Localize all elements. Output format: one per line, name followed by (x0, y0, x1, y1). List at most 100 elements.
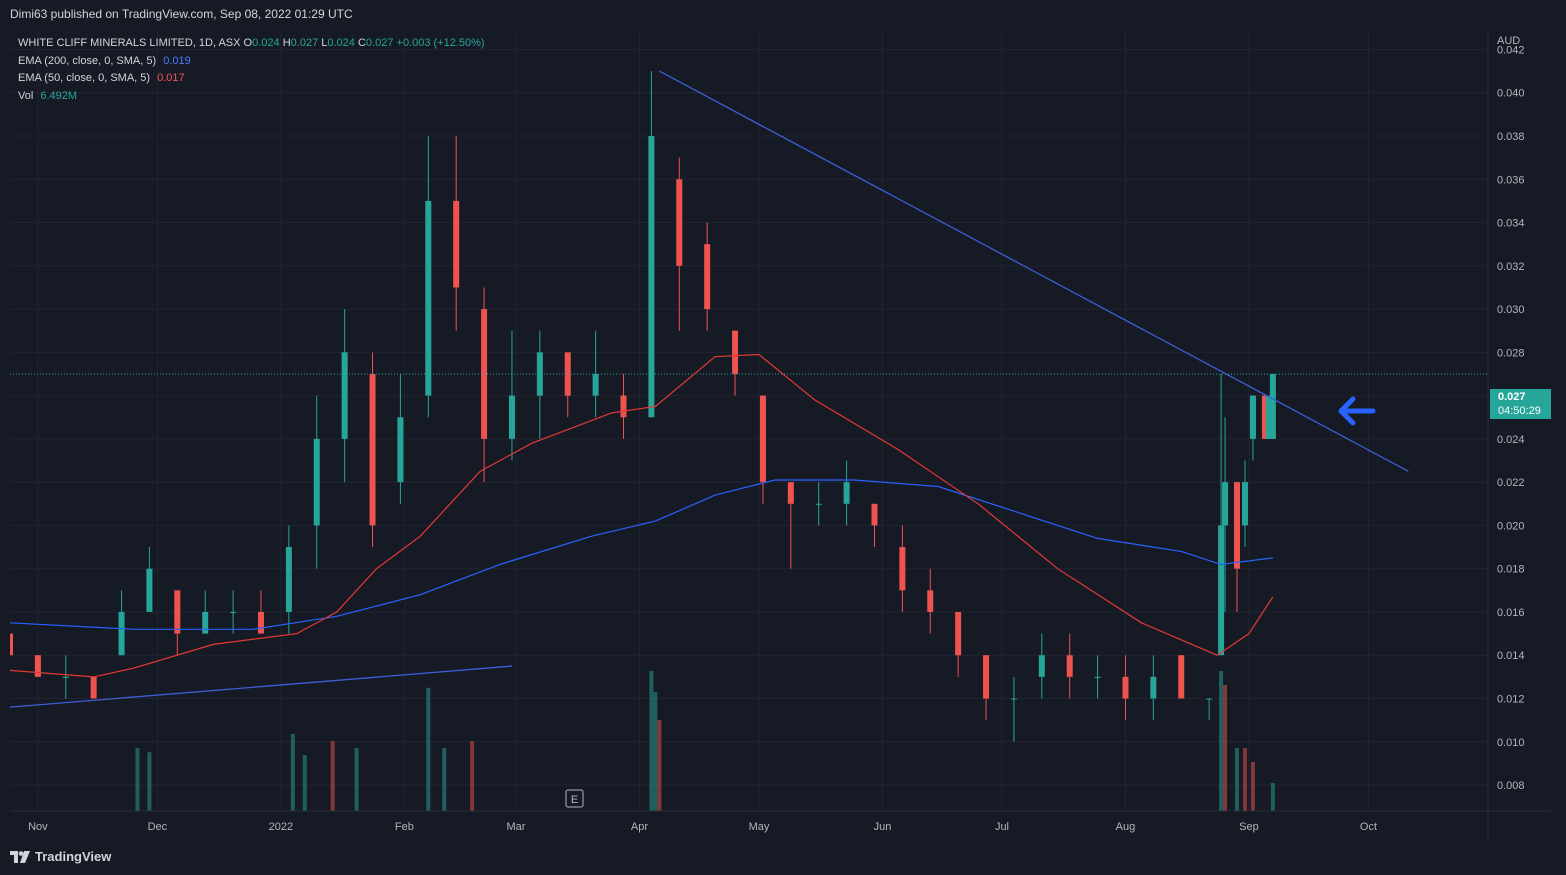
time-tick-label: May (749, 821, 770, 833)
ohlc-close: C0.027 (357, 37, 394, 49)
currency-label: AUD (1497, 35, 1520, 47)
price-tick-label: 0.038 (1497, 131, 1525, 143)
time-tick-label: Sep (1239, 821, 1259, 833)
candle-body (453, 200, 460, 288)
candle-body (1249, 395, 1256, 439)
ema50-value: 0.017 (157, 72, 185, 84)
price-tick-label: 0.012 (1497, 694, 1525, 706)
ema50-label: EMA (50, close, 0, SMA, 5) (18, 72, 151, 84)
volume-bar (147, 752, 152, 811)
candle-body (843, 482, 850, 504)
candle-body (397, 417, 404, 483)
candle-body (1234, 482, 1241, 569)
volume-bar (442, 748, 447, 811)
candle-body (1094, 676, 1101, 678)
ema200-line (9, 479, 1273, 630)
volume-bar (1235, 748, 1240, 811)
symbol-label: WHITE CLIFF MINERALS LIMITED, 1D, ASX (18, 37, 241, 49)
candle-body (536, 352, 543, 396)
price-tick-label: 0.034 (1497, 218, 1525, 230)
price-tick-label: 0.020 (1497, 520, 1525, 532)
time-tick-label: 2022 (269, 821, 293, 833)
candle-body (34, 655, 41, 677)
ema200-row[interactable]: EMA (200, close, 0, SMA, 5) 0.019 (18, 53, 485, 71)
candle-body (564, 352, 571, 396)
candle-body (648, 136, 655, 418)
candle-body (787, 482, 794, 504)
trendline (9, 665, 513, 708)
volume-bar (290, 734, 295, 811)
volume-bar (657, 720, 662, 811)
candle-body (62, 676, 69, 678)
price-tick-label: 0.032 (1497, 261, 1525, 273)
candle-body (592, 373, 599, 396)
tradingview-logo-icon (10, 850, 30, 863)
price-tick-label: 0.030 (1497, 304, 1525, 316)
price-tick-label: 0.040 (1497, 88, 1525, 100)
symbol-row[interactable]: WHITE CLIFF MINERALS LIMITED, 1D, ASX O0… (18, 35, 485, 53)
price-tick-label: 0.042 (1497, 44, 1525, 56)
candle-body (1010, 698, 1017, 700)
candle-body (118, 611, 125, 656)
volume-bar (1250, 762, 1255, 811)
price-tick-label: 0.016 (1497, 607, 1525, 619)
volume-row[interactable]: Vol 6.492M (18, 88, 485, 106)
trendline (659, 70, 1409, 472)
price-tick-label: 0.010 (1497, 737, 1525, 749)
candle-body (1206, 698, 1213, 700)
candle-body (202, 611, 209, 634)
ema50-row[interactable]: EMA (50, close, 0, SMA, 5) 0.017 (18, 70, 485, 88)
footer-brand: TradingView (35, 849, 112, 864)
candle-body (313, 438, 320, 526)
earnings-marker[interactable]: E (565, 789, 584, 808)
bar-countdown: 04:50:29 (1498, 405, 1541, 417)
candle-body (230, 611, 237, 613)
price-tick-label: 0.008 (1497, 780, 1525, 792)
candle-body (955, 611, 962, 656)
chart-frame[interactable]: AUD 0.042 0.040 0.038 0.036 0.034 0.032 0.030 0… (7, 30, 1551, 840)
ohlc-high: H0.027 (282, 37, 319, 49)
time-tick-label: Jun (874, 821, 892, 833)
candle-body (90, 676, 97, 699)
time-tick-label: Jul (995, 821, 1009, 833)
candle-body (1178, 655, 1185, 699)
candle-body (341, 352, 348, 439)
candle-body (1150, 676, 1157, 699)
candle-body (1261, 395, 1268, 439)
trendlines (9, 70, 1409, 708)
candle-body (1122, 676, 1129, 699)
candle-body (620, 395, 627, 418)
volume-bar (470, 741, 475, 811)
ohlc-change: +0.003 (+12.50%) (396, 37, 485, 49)
candle-body (983, 655, 990, 699)
left-arrow-icon (1338, 396, 1376, 426)
time-tick-label: Feb (395, 821, 414, 833)
ema-lines (9, 353, 1274, 678)
price-tick-label: 0.022 (1497, 477, 1525, 489)
candle-body (257, 611, 264, 634)
volume-bar (302, 755, 307, 811)
tradingview-footer[interactable]: TradingView (10, 849, 111, 864)
candle-body (1269, 373, 1276, 439)
candle-body (676, 179, 683, 266)
volume-bar (1223, 685, 1228, 811)
volume-bar (135, 748, 140, 811)
candle-body (1066, 655, 1073, 677)
ohlc-low: L0.024 (321, 37, 355, 49)
grid (10, 30, 1488, 811)
price-tick-label: 0.024 (1497, 434, 1525, 446)
time-tick-label: Dec (148, 821, 168, 833)
price-chart[interactable]: AUD 0.042 0.040 0.038 0.036 0.034 0.032 0.030 0… (7, 30, 1551, 840)
chart-legend: WHITE CLIFF MINERALS LIMITED, 1D, ASX O0… (18, 35, 485, 105)
candle-body (1241, 482, 1248, 526)
ema50-line (9, 353, 1274, 678)
price-tick-label: 0.036 (1497, 174, 1525, 186)
time-tick-label: Mar (506, 821, 525, 833)
volume-bar (649, 671, 654, 811)
time-axis: Nov Dec 2022 Feb Mar Apr May Jun Jul Aug Sep Oct (28, 821, 1377, 833)
candle-body (285, 547, 292, 612)
candle-body (704, 244, 711, 310)
candle-body (871, 503, 878, 526)
time-tick-label: Apr (631, 821, 648, 833)
volume-bar (1219, 671, 1224, 811)
